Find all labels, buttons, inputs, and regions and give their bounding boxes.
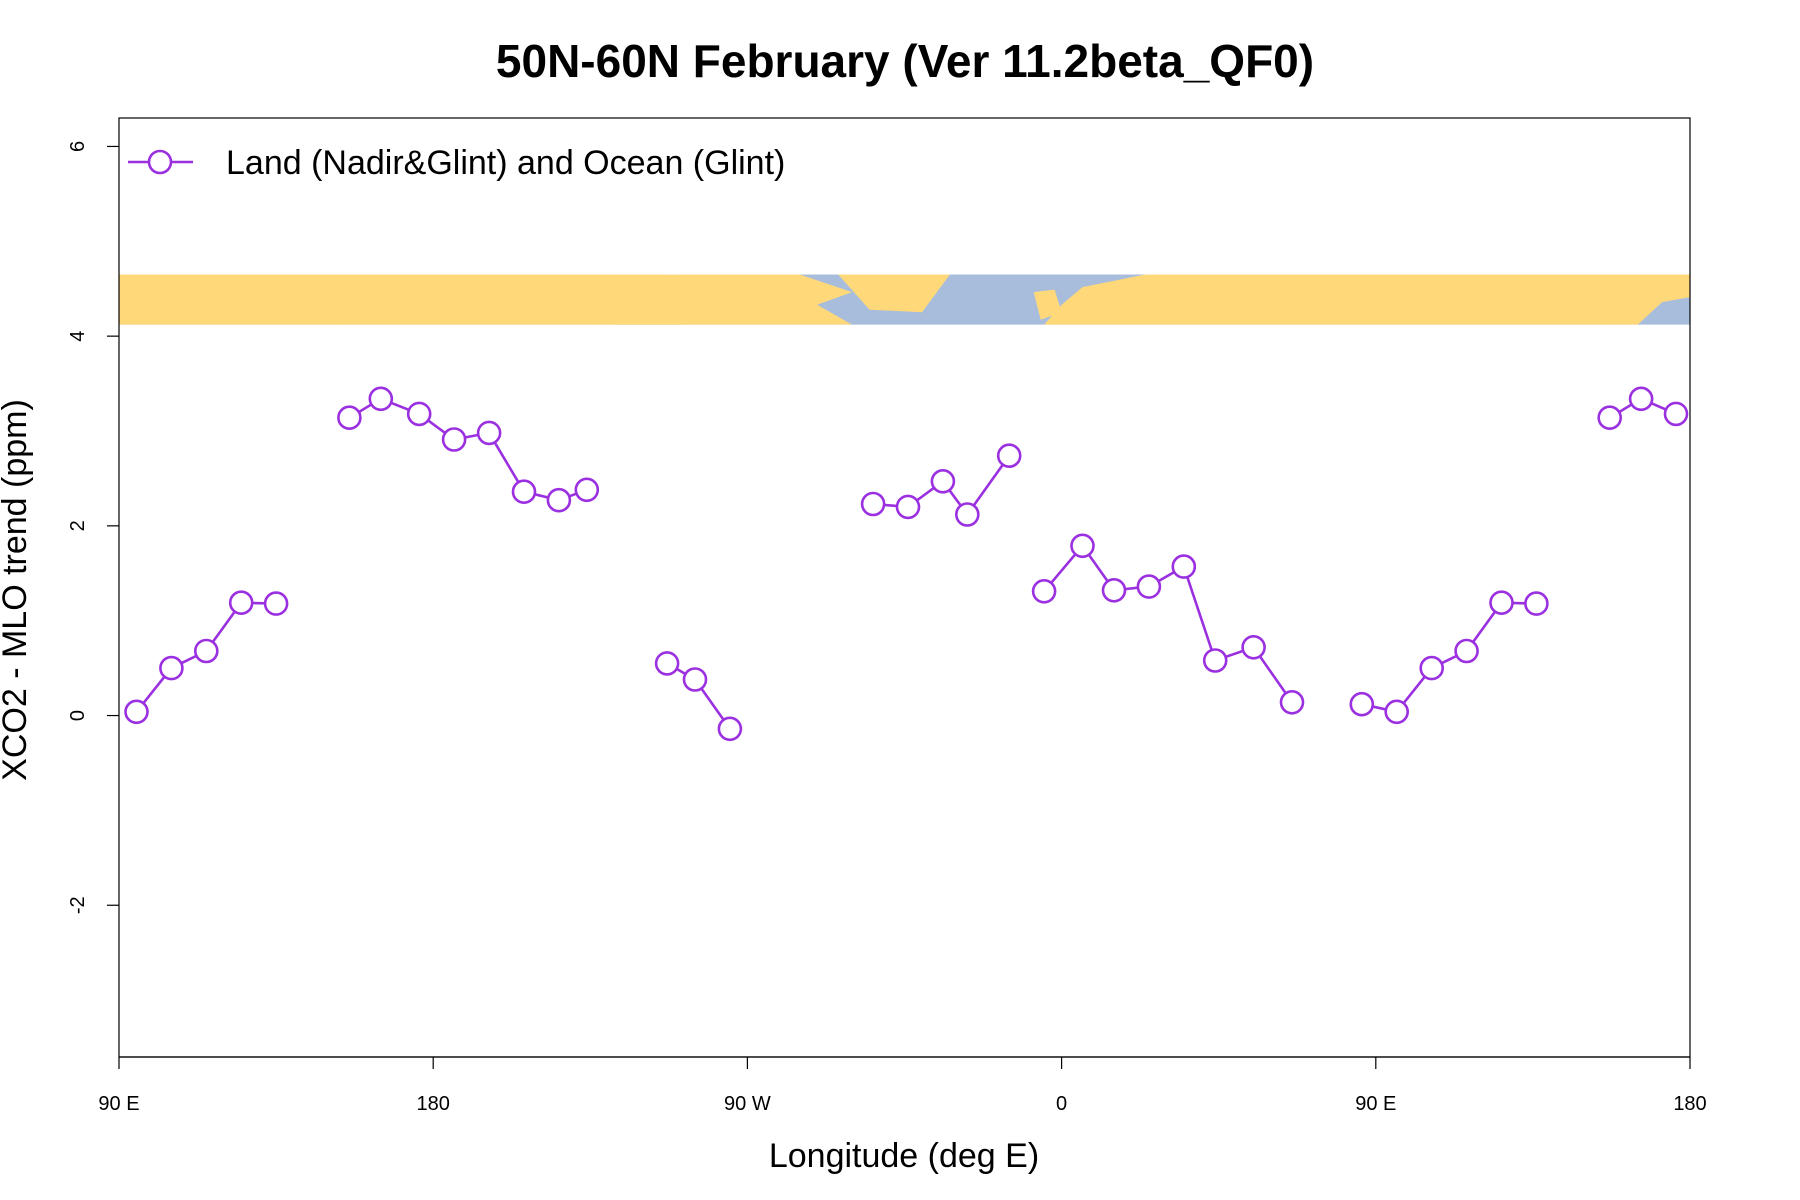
data-point <box>1628 386 1654 412</box>
data-point <box>511 479 537 505</box>
data-point <box>930 468 956 494</box>
data-point <box>954 502 980 527</box>
legend-entry: Land (Nadir&Glint) and Ocean (Glint) <box>226 144 785 182</box>
map-strip-land <box>119 274 1690 325</box>
data-point <box>1171 554 1197 579</box>
x-tick-label: 180 <box>417 1093 450 1115</box>
y-tick-label: 0 <box>67 710 89 721</box>
data-point <box>895 494 921 520</box>
data-point <box>682 667 708 692</box>
map-land-shape-5 <box>1044 274 1690 325</box>
data-point <box>1031 578 1057 604</box>
data-point <box>263 591 289 616</box>
y-tick-label: 2 <box>67 520 89 531</box>
data-point <box>441 427 467 452</box>
x-tick-label: 90 E <box>98 1093 139 1115</box>
data-point <box>546 487 572 513</box>
data-point <box>1101 577 1127 603</box>
legend-marker <box>147 149 173 175</box>
data-point <box>1241 634 1266 660</box>
series-layer <box>124 386 1689 742</box>
data-point <box>194 638 219 664</box>
x-tick-label: 90 W <box>724 1093 771 1115</box>
data-point <box>159 655 184 681</box>
data-point <box>1454 638 1479 664</box>
data-point <box>368 386 394 412</box>
y-axis: -2 0 2 4 6 <box>67 141 119 914</box>
data-point <box>1384 699 1409 725</box>
data-point <box>1663 401 1689 427</box>
data-point <box>574 477 600 503</box>
y-tick-label: 6 <box>67 141 89 152</box>
data-point <box>1279 689 1305 715</box>
map-land-shape-3 <box>520 274 853 325</box>
x-tick-label: 0 <box>1056 1093 1067 1115</box>
data-point <box>1349 691 1375 717</box>
y-tick-label: 4 <box>67 331 89 342</box>
data-point <box>406 401 432 427</box>
x-tick-label: 90 E <box>1355 1093 1396 1115</box>
data-point <box>996 443 1022 469</box>
data-point <box>337 405 362 431</box>
data-point <box>1136 574 1162 599</box>
data-point <box>1202 648 1228 673</box>
x-axis: 90 E 180 90 W 0 90 E 180 <box>98 1056 1707 1115</box>
data-point <box>1489 590 1514 616</box>
data-point <box>1070 533 1095 559</box>
map-land-shape-6 <box>1033 289 1062 320</box>
data-point <box>717 716 743 742</box>
series-line-segment <box>348 397 588 502</box>
y-axis-label: XCO2 - MLO trend (ppm) <box>0 399 34 781</box>
x-tick-label: 180 <box>1673 1093 1706 1115</box>
data-point <box>1524 591 1549 616</box>
data-point <box>1597 405 1622 431</box>
data-point <box>476 420 502 446</box>
y-tick-label: -2 <box>67 896 89 914</box>
chart-title: 50N-60N February (Ver 11.2beta_QF0) <box>496 35 1314 87</box>
series-line-segment <box>1043 543 1294 704</box>
map-land-shape-1 <box>328 282 364 325</box>
data-point <box>124 699 149 725</box>
map-strip <box>119 274 1690 325</box>
data-point <box>860 491 886 517</box>
map-land-shape-4 <box>838 274 950 313</box>
series-line-segment <box>1361 601 1537 714</box>
data-point <box>1419 655 1444 681</box>
plot-frame <box>118 117 1691 1058</box>
data-point <box>228 590 254 616</box>
x-axis-label: Longitude (deg E) <box>769 1137 1039 1175</box>
data-point <box>654 651 680 676</box>
legend: Land (Nadir&Glint) and Ocean (Glint) <box>128 144 785 182</box>
map-land-shape-7 <box>1588 282 1624 325</box>
